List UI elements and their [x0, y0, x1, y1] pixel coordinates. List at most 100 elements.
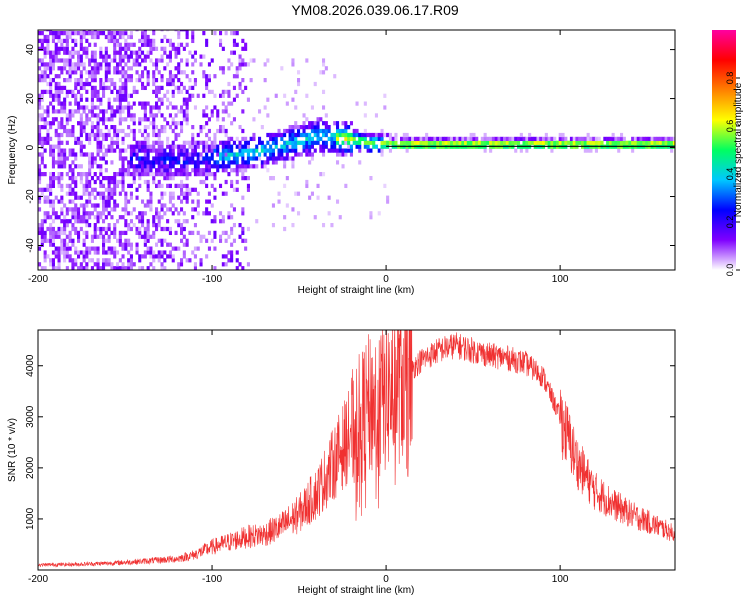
spectrogram-cell: [241, 160, 245, 165]
spectrogram-cell: [99, 50, 103, 55]
spectrogram-cell: [113, 42, 117, 47]
spectrogram-cell: [152, 38, 156, 44]
spectrogram-cell: [174, 66, 178, 71]
spectrogram-cell: [283, 128, 287, 134]
spectrogram-cell: [411, 136, 415, 142]
spectrogram-cell: [104, 187, 108, 192]
spectrogram-cell: [352, 128, 356, 134]
spectrogram-cell: [494, 136, 498, 142]
spectrogram-cell: [166, 183, 170, 189]
spectrogram-cell: [452, 136, 456, 142]
spectrogram-cell: [224, 105, 228, 110]
spectrogram-cell: [85, 46, 89, 51]
spectrogram-cell: [65, 62, 69, 67]
spectrogram-cell: [57, 250, 61, 255]
spectrogram-cell: [146, 179, 150, 185]
spectrogram-cell: [174, 46, 178, 51]
spectrogram-cell: [107, 132, 111, 138]
spectrogram-cell: [241, 211, 245, 216]
spectrogram-cell: [124, 85, 128, 91]
spectrogram-cell: [113, 148, 117, 153]
spectrogram-cell: [141, 85, 145, 91]
spectrogram-cell: [308, 144, 312, 149]
spectrogram-cell: [63, 50, 67, 55]
spectrogram-cell: [143, 140, 147, 145]
spectrogram-cell: [104, 215, 108, 220]
spectrogram-cell: [594, 148, 598, 153]
spectrogram-cell: [57, 125, 61, 130]
spectrogram-cell: [305, 152, 309, 157]
spectrogram-cell: [155, 211, 159, 216]
spectrogram-cell: [46, 74, 50, 79]
spectrogram-cell: [174, 121, 178, 126]
x-tick-label: -100: [202, 574, 222, 585]
spectrogram-cell: [160, 172, 164, 177]
spectrogram-cell: [40, 78, 44, 83]
spectrogram-cell: [129, 211, 133, 216]
spectrogram-cell: [107, 195, 111, 200]
spectrogram-cell: [113, 223, 117, 228]
spectrogram-cell: [380, 136, 384, 142]
spectrogram-cell: [347, 132, 351, 138]
spectrogram-cell: [182, 160, 186, 165]
spectrogram-cell: [85, 246, 89, 251]
spectrogram-cell: [171, 93, 175, 98]
spectrogram-cell: [57, 148, 61, 153]
spectrogram-cell: [210, 152, 214, 157]
spectrogram-cell: [63, 250, 67, 255]
spectrogram-cell: [38, 187, 42, 192]
spectrogram-cell: [232, 38, 236, 44]
spectrogram-cell: [508, 136, 512, 142]
spectrogram-cell: [113, 31, 117, 36]
spectrogram-cell: [235, 258, 239, 263]
spectrogram-cell: [155, 89, 159, 95]
spectrogram-cell: [163, 176, 167, 181]
spectrogram-cell: [141, 132, 145, 138]
spectrogram-cell: [266, 148, 270, 153]
spectrogram-cell: [68, 62, 72, 67]
spectrogram-cell: [316, 195, 320, 200]
spectrogram-cell: [193, 152, 197, 157]
spectrogram-cell: [160, 254, 164, 259]
spectrogram-cell: [146, 266, 150, 270]
spectrogram-cell: [180, 258, 184, 263]
spectrogram-cell: [611, 140, 615, 145]
spectrogram-cell: [82, 187, 86, 192]
spectrogram-cell: [386, 132, 390, 138]
spectrogram-cell: [260, 148, 264, 153]
spectrogram-cell: [90, 258, 94, 263]
spectrogram-cell: [60, 66, 64, 71]
spectrogram-cell: [324, 132, 328, 138]
spectrogram-cell: [129, 34, 133, 40]
spectrogram-cell: [107, 226, 111, 232]
spectrogram-cell: [71, 46, 75, 51]
spectrogram-cell: [143, 164, 147, 169]
spectrogram-cell: [224, 140, 228, 145]
spectrogram-cell: [124, 199, 128, 204]
spectrogram-cell: [380, 144, 384, 149]
spectrogram-cell: [171, 191, 175, 196]
spectrogram-cell: [102, 262, 106, 267]
spectrogram-cell: [113, 172, 117, 177]
spectrogram-cell: [51, 97, 55, 102]
spectrogram-cell: [110, 113, 114, 118]
spectrogram-cell: [82, 258, 86, 263]
spectrogram-cell: [157, 183, 161, 189]
spectrogram-cell: [308, 195, 312, 200]
spectrogram-cell: [68, 113, 72, 118]
spectrogram-cell: [213, 215, 217, 220]
spectrogram-cell: [49, 81, 53, 87]
spectrogram-cell: [672, 140, 675, 145]
spectrogram-cell: [138, 74, 142, 79]
spectrogram-cell: [90, 50, 94, 55]
spectrogram-cell: [113, 46, 117, 51]
spectrogram-cell: [185, 219, 189, 224]
spectrogram-cell: [135, 70, 139, 75]
spectrogram-cell: [74, 246, 78, 251]
spectrogram-cell: [227, 156, 231, 161]
spectrogram-cell: [74, 42, 78, 47]
spectrogram-cell: [71, 89, 75, 95]
spectrogram-cell: [383, 183, 387, 189]
spectrogram-cell: [564, 140, 568, 145]
spectrogram-cell: [266, 156, 270, 161]
